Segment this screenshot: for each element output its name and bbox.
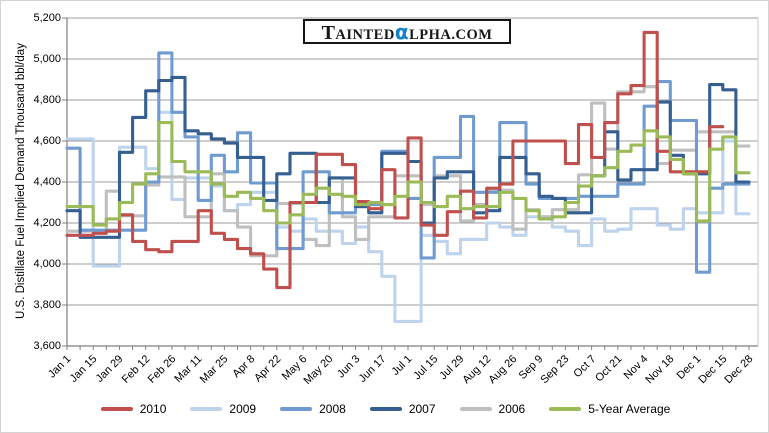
logo-letter-t: T xyxy=(321,22,336,44)
legend-swatch xyxy=(459,407,492,411)
logo-alpha-icon: α xyxy=(394,20,410,44)
legend-item-5-year-average: 5-Year Average xyxy=(549,402,670,416)
legend-item-2009: 2009 xyxy=(190,402,256,416)
y-tick-label: 3,800 xyxy=(33,299,61,311)
y-tick-label: 4,600 xyxy=(33,135,61,147)
legend-swatch xyxy=(549,407,582,411)
legend-label: 2008 xyxy=(319,402,346,416)
legend-item-2008: 2008 xyxy=(280,402,346,416)
legend-swatch xyxy=(100,407,133,411)
y-tick-label: 4,400 xyxy=(33,176,61,188)
series-line-2006 xyxy=(65,85,751,258)
legend-swatch xyxy=(280,407,313,411)
logo-text-dotcom: .COM xyxy=(451,27,493,43)
y-tick-label: 4,200 xyxy=(33,217,61,229)
series-line-2009 xyxy=(65,110,751,323)
y-tick-label: 4,000 xyxy=(33,258,61,270)
y-tick-label: 3,600 xyxy=(33,340,61,352)
legend-label: 2009 xyxy=(229,402,257,416)
legend-label: 2007 xyxy=(408,402,436,416)
legend-swatch xyxy=(190,407,223,411)
logo-tainted-alpha: T AINTED α LPHA .COM xyxy=(303,19,511,44)
series-line-2010 xyxy=(65,30,725,290)
legend-item-2010: 2010 xyxy=(100,402,167,416)
logo-text-lpha: LPHA xyxy=(409,27,452,43)
y-axis-title: U.S. Distillate Fuel Implied Demand Thou… xyxy=(15,43,27,319)
legend-item-2006: 2006 xyxy=(459,402,526,416)
series-line-5-year-average xyxy=(65,121,751,227)
y-tick-label: 5,200 xyxy=(33,12,61,24)
logo-text-ainted: AINTED xyxy=(335,27,395,43)
legend-label: 5-Year Average xyxy=(588,402,671,416)
legend-label: 2010 xyxy=(139,402,167,416)
y-tick-label: 4,800 xyxy=(33,94,61,106)
legend-item-2007: 2007 xyxy=(369,402,436,416)
legend-swatch xyxy=(369,407,402,411)
chart-legend: 2010 2009 2008 2007 2006 5-Year Average xyxy=(1,402,768,416)
y-tick-label: 5,000 xyxy=(33,53,61,65)
legend-label: 2006 xyxy=(498,402,526,416)
